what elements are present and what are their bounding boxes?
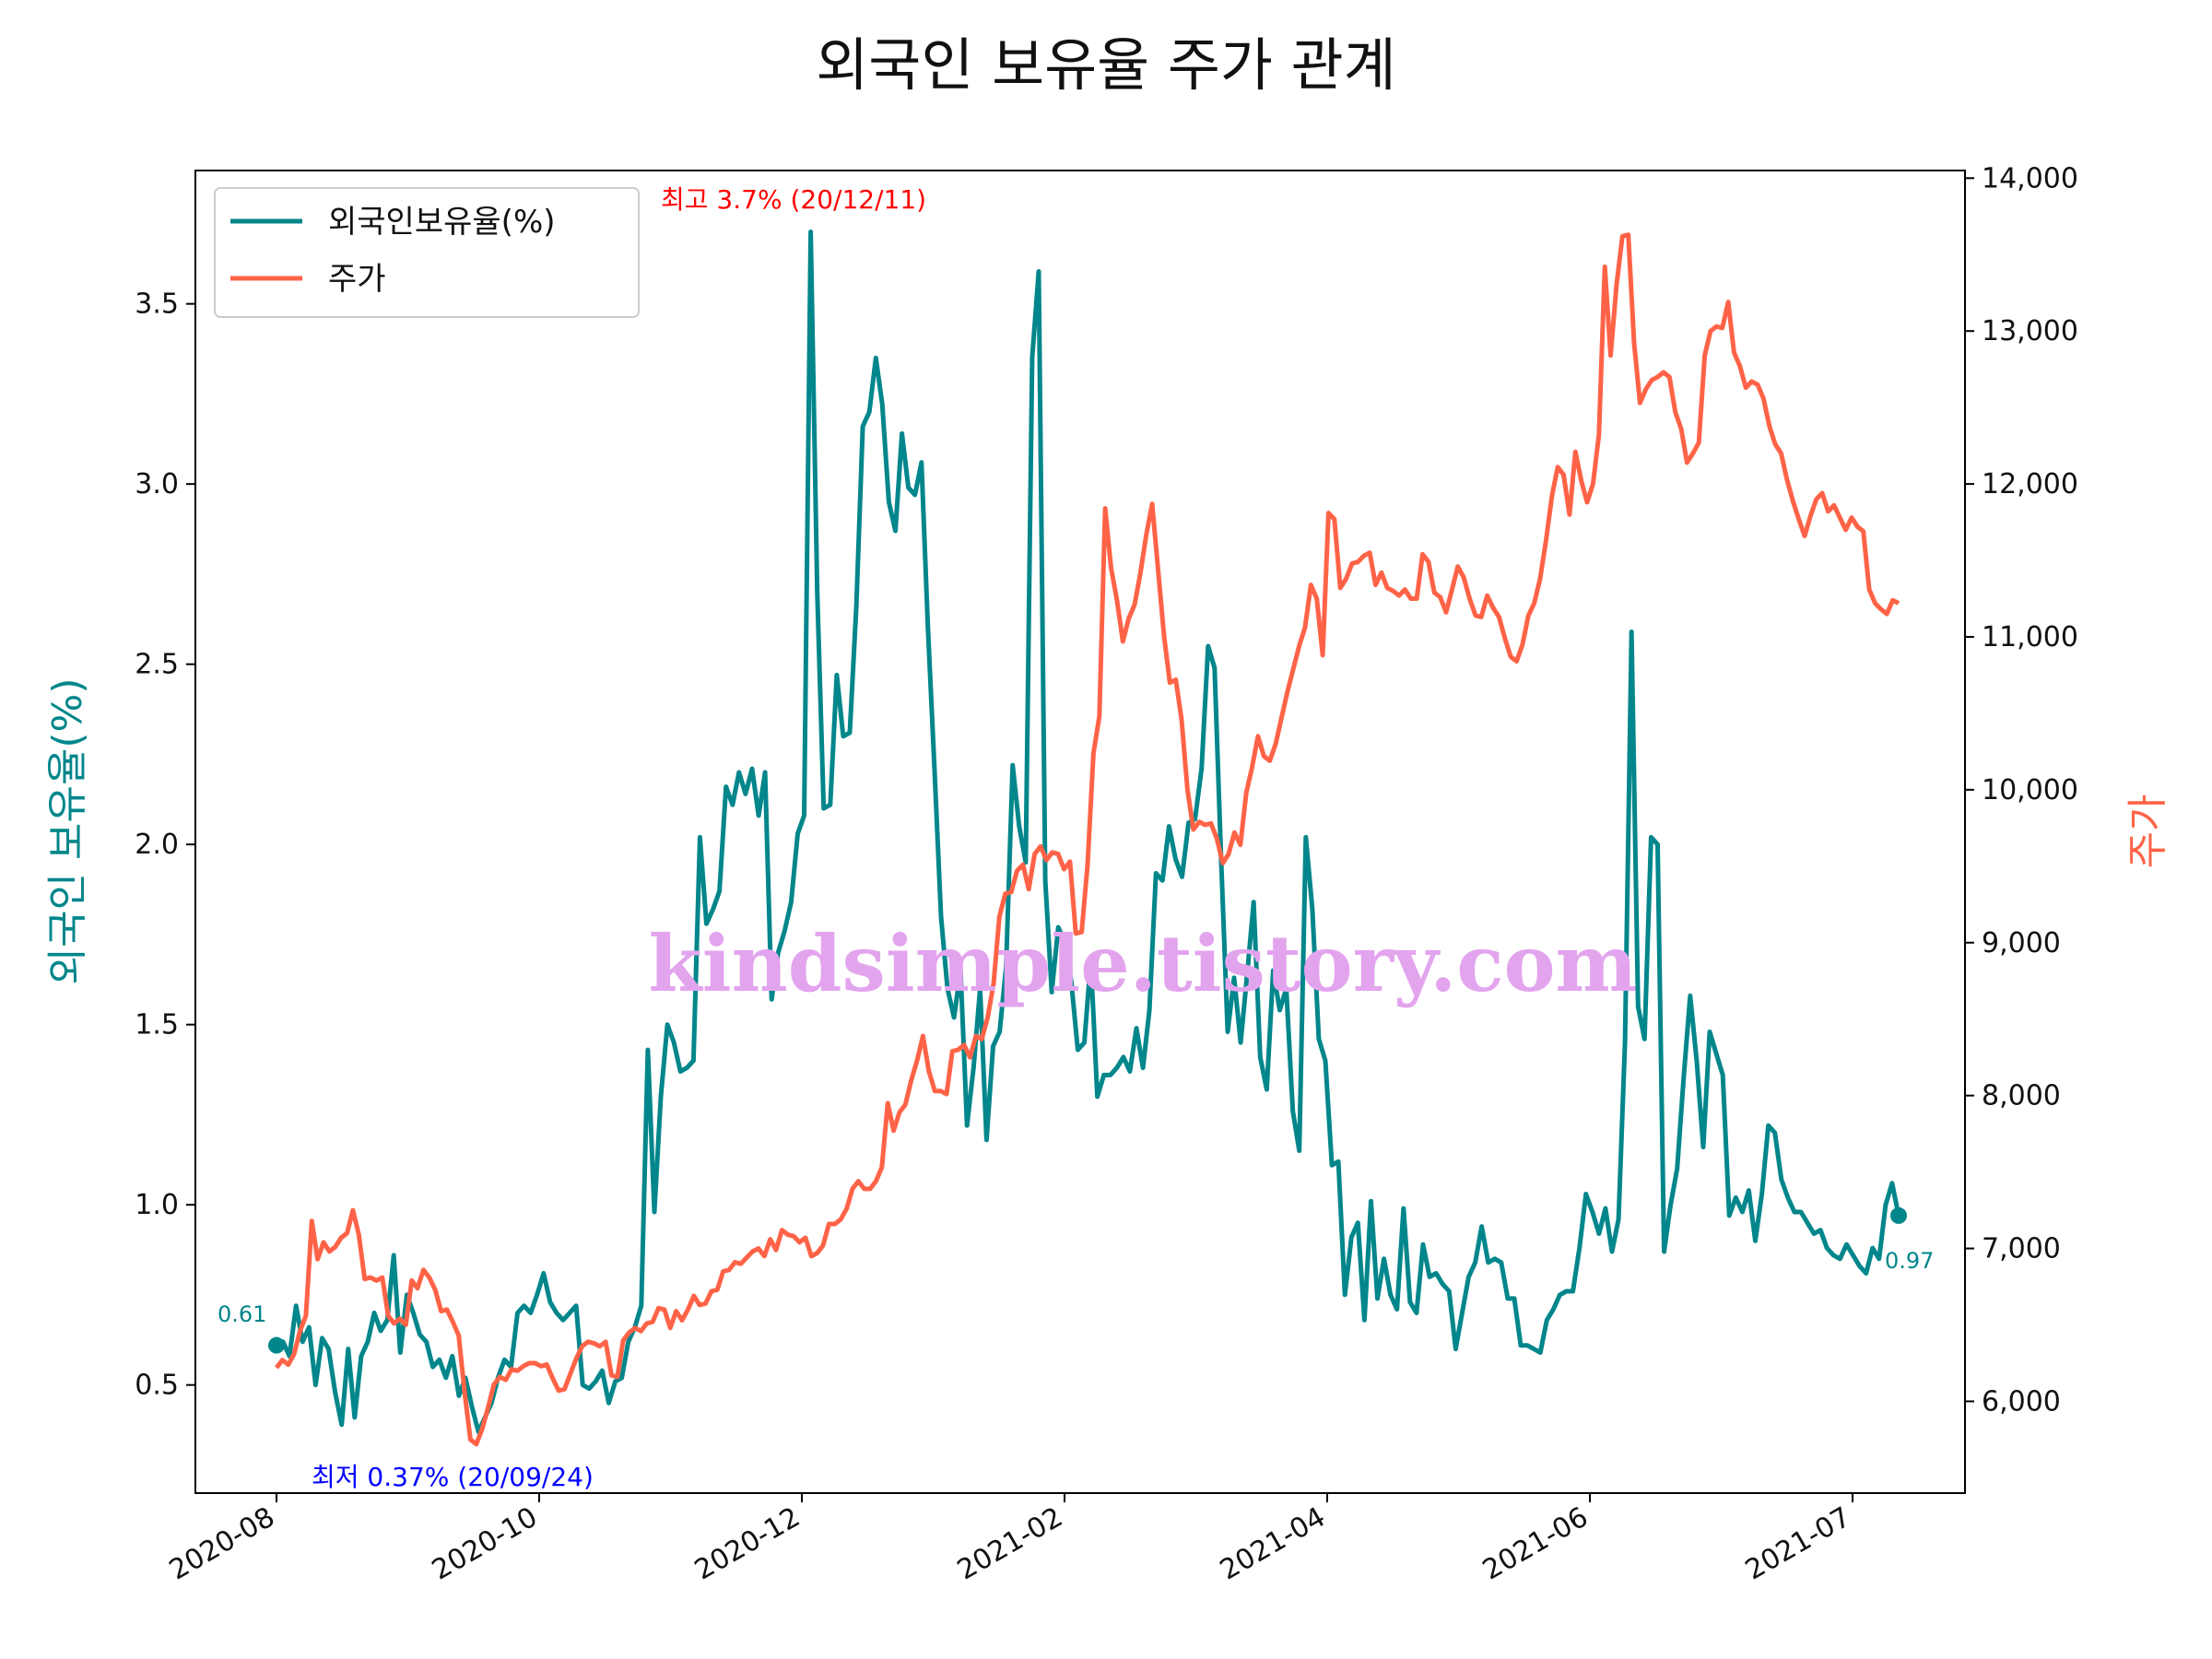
- end-markers: [268, 1206, 1907, 1354]
- x-tick-label: 2021-07: [1740, 1501, 1856, 1587]
- right-tick-label: 14,000: [1982, 162, 2078, 194]
- plot-frame: [194, 170, 1966, 1494]
- x-tick-label: 2020-12: [689, 1501, 806, 1587]
- x-tick-label: 2020-10: [427, 1501, 543, 1587]
- chart-title: 외국인 보유율 주가 관계: [816, 31, 1396, 99]
- left-tick-label: 1.5: [135, 1009, 179, 1041]
- legend-label-ratio: 외국인보유율(%): [328, 204, 556, 241]
- legend: 외국인보유율(%) 주가: [214, 187, 640, 318]
- left-axis: 0.5 1.0 1.5 2.0 2.5 3.0 3.5: [135, 288, 195, 1402]
- right-tick-label: 13,000: [1982, 315, 2078, 347]
- right-axis-label: 주가: [2124, 794, 2171, 869]
- left-tick-label: 2.5: [135, 649, 179, 681]
- right-tick-label: 6,000: [1982, 1385, 2061, 1418]
- left-tick-label: 2.0: [135, 829, 179, 861]
- right-tick-label: 9,000: [1982, 927, 2061, 959]
- right-tick-label: 7,000: [1982, 1233, 2061, 1265]
- left-tick-label: 3.0: [135, 468, 179, 500]
- end-value-label: 0.97: [1885, 1248, 1934, 1274]
- end-marker: [1890, 1206, 1907, 1224]
- max-annotation: 최고 3.7% (20/12/11): [661, 184, 926, 215]
- legend-label-price: 주가: [328, 261, 386, 298]
- right-axis: 6,000 7,000 8,000 9,000 10,000 11,000 12,000 13…: [1965, 162, 2078, 1418]
- right-tick-label: 12,000: [1982, 468, 2078, 500]
- min-annotation: 최저 0.37% (20/09/24): [312, 1462, 594, 1492]
- series-lines: [275, 229, 1901, 1447]
- x-axis: 2020-08 2020-10 2020-12 2021-02 2021-04 2021-…: [164, 1493, 1856, 1587]
- x-tick-label: 2021-04: [1215, 1501, 1331, 1587]
- x-tick-label: 2021-06: [1477, 1501, 1594, 1587]
- watermark-text: kindsimple.tistory.com: [649, 918, 1638, 1009]
- x-tick-label: 2020-08: [164, 1501, 280, 1587]
- start-marker: [268, 1336, 285, 1354]
- right-tick-label: 10,000: [1982, 774, 2078, 806]
- left-tick-label: 0.5: [135, 1370, 179, 1402]
- left-axis-label: 외국인 보유율(%): [44, 677, 91, 984]
- left-tick-label: 1.0: [135, 1189, 179, 1221]
- x-tick-label: 2021-02: [952, 1501, 1068, 1587]
- series-line-foreign-ratio: [275, 229, 1901, 1434]
- series-line-price: [275, 232, 1900, 1447]
- right-tick-label: 11,000: [1982, 621, 2078, 653]
- right-tick-label: 8,000: [1982, 1080, 2061, 1112]
- legend-box: [214, 187, 640, 318]
- start-value-label: 0.61: [218, 1301, 266, 1327]
- left-tick-label: 3.5: [135, 288, 179, 321]
